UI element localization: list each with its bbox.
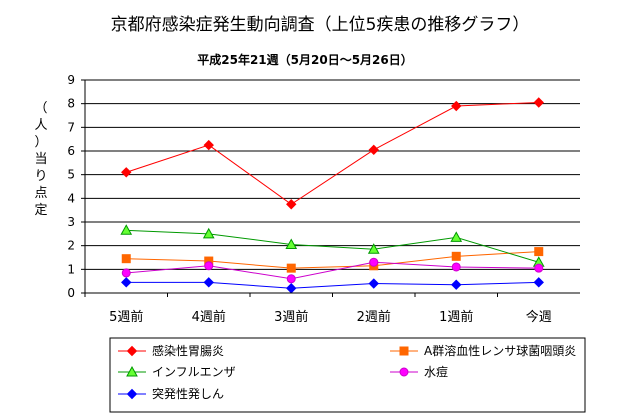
y-label-char: 定	[34, 203, 47, 218]
chart-subtitle: 平成25年21週（5月20日～5月26日）	[197, 52, 413, 67]
legend-item: 感染性胃腸炎	[118, 343, 224, 358]
legend-label: インフルエンザ	[152, 365, 236, 379]
data-point	[369, 257, 379, 267]
y-tick-label: 0	[67, 286, 75, 300]
legend-item: 水痘	[390, 364, 448, 379]
y-tick-label: 9	[67, 73, 75, 87]
y-tick-label: 2	[67, 239, 75, 253]
legend-item: インフルエンザ	[118, 365, 236, 379]
data-point	[286, 199, 297, 210]
y-tick-label: 4	[67, 191, 75, 205]
legend-item: 突発性発しん	[118, 386, 224, 401]
data-point	[121, 254, 131, 264]
legend-marker	[126, 345, 138, 357]
data-point	[286, 283, 297, 294]
data-point	[533, 277, 544, 288]
series-4	[121, 257, 544, 284]
series-line	[126, 261, 539, 280]
series-line	[126, 101, 539, 205]
y-tick-label: 8	[67, 97, 75, 111]
data-point	[121, 268, 131, 278]
series-line	[126, 251, 539, 269]
data-point	[202, 227, 215, 239]
series-line	[126, 229, 539, 263]
y-label-char: 点	[34, 186, 47, 201]
legend-label: 感染性胃腸炎	[152, 343, 224, 358]
series-2	[121, 247, 544, 273]
legend-box	[109, 337, 586, 413]
legend-label: 水痘	[424, 364, 448, 379]
y-tick-label: 3	[67, 215, 75, 229]
data-point	[120, 224, 133, 235]
legend-marker	[399, 367, 409, 377]
data-point	[285, 238, 298, 249]
x-tick-label: 3週前	[274, 309, 308, 325]
series-1	[121, 97, 544, 210]
data-point	[450, 231, 463, 242]
y-label-char: ）	[34, 135, 47, 150]
data-point	[203, 277, 214, 288]
chart-title: 京都府感染症発生動向調査（上位5疾患の推移グラフ）	[111, 15, 530, 35]
legend-marker	[399, 346, 409, 356]
x-tick-label: 今週	[526, 309, 552, 325]
data-point	[533, 97, 544, 108]
data-point	[286, 274, 296, 284]
y-label-char: り	[34, 169, 47, 184]
data-point	[451, 251, 461, 261]
series-3	[120, 224, 545, 267]
data-point	[203, 139, 214, 151]
data-point	[368, 278, 379, 289]
series-line	[126, 281, 539, 289]
data-point	[534, 263, 544, 273]
data-point	[121, 167, 132, 178]
y-label-char: （	[34, 101, 47, 116]
y-tick-label: 1	[67, 262, 75, 276]
x-tick-label: 1週前	[439, 309, 473, 325]
x-axis-ticks: 5週前 4週前 3週前 2週前 1週前 今週	[84, 293, 552, 325]
data-point	[534, 247, 544, 257]
y-label-char: 当	[34, 152, 47, 167]
data-point	[368, 144, 379, 156]
data-point	[451, 100, 462, 112]
y-label-char: 人	[34, 118, 47, 133]
legend-marker	[126, 388, 138, 400]
data-point	[451, 262, 461, 272]
axes	[84, 80, 580, 294]
y-axis-ticks: 0 1 2 3 4 5 6 7 8 9	[67, 73, 85, 300]
series-5	[121, 277, 544, 294]
legend-item: A群溶血性レンサ球菌咽頭炎	[390, 343, 576, 358]
x-tick-label: 2週前	[357, 309, 391, 325]
data-point	[451, 279, 462, 290]
x-tick-label: 4週前	[192, 309, 226, 325]
data-point	[121, 277, 132, 288]
legend-label: 突発性発しん	[152, 386, 224, 401]
y-tick-label: 6	[67, 144, 75, 158]
data-point	[367, 243, 380, 254]
gridlines	[85, 79, 580, 270]
x-tick-label: 5週前	[109, 309, 143, 325]
y-tick-label: 7	[67, 120, 75, 134]
data-point	[204, 261, 214, 271]
series-layer	[120, 97, 545, 294]
legend-marker	[126, 365, 138, 377]
y-tick-label: 5	[67, 168, 75, 182]
data-point	[286, 263, 296, 273]
legend-label: A群溶血性レンサ球菌咽頭炎	[424, 343, 576, 358]
